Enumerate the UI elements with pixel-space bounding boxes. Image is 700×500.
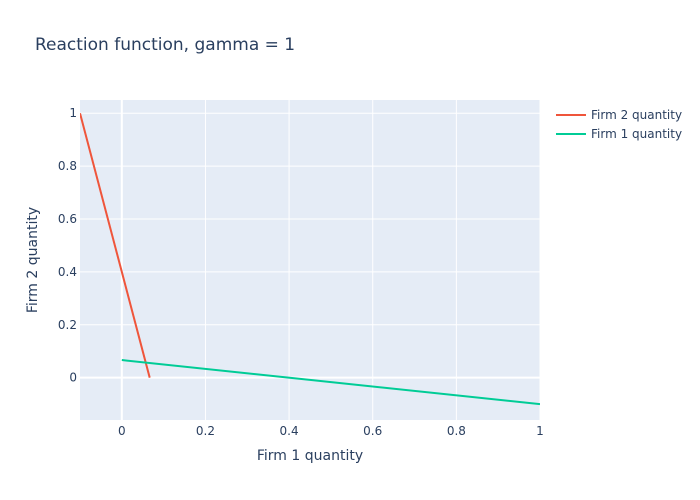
y-tick-label: 0.8	[58, 159, 77, 173]
legend-item-1[interactable]: Firm 2 quantity	[556, 108, 682, 122]
y-tick-label: 1	[69, 106, 77, 120]
plot-area	[80, 100, 540, 420]
x-tick-label: 1	[536, 424, 544, 438]
legend-label: Firm 1 quantity	[591, 127, 682, 141]
y-tick-label: 0.2	[58, 318, 77, 332]
legend[interactable]: Firm 2 quantity Firm 1 quantity	[556, 108, 682, 141]
x-tick-label: 0.4	[280, 424, 299, 438]
x-tick-label: 0.2	[196, 424, 215, 438]
grid-lines	[80, 100, 541, 420]
x-tick-label: 0.8	[447, 424, 466, 438]
legend-label: Firm 2 quantity	[591, 108, 682, 122]
zero-lines	[80, 100, 540, 420]
x-tick-label: 0.6	[363, 424, 382, 438]
tick-labels: 0 0.2 0.4 0.6 0.8 1 0 0.2 0.4 0.6 0.8 1	[58, 106, 544, 438]
y-tick-label: 0.4	[58, 265, 77, 279]
chart-title: Reaction function, gamma = 1	[35, 35, 295, 55]
legend-item-2[interactable]: Firm 1 quantity	[556, 127, 682, 141]
series-line-1	[80, 112, 151, 378]
y-axis-title: Firm 2 quantity	[25, 207, 41, 313]
y-tick-label: 0	[69, 371, 77, 385]
x-axis-title: Firm 1 quantity	[257, 448, 363, 464]
x-tick-label: 0	[118, 424, 126, 438]
series-lines	[80, 112, 540, 406]
y-tick-label: 0.6	[58, 212, 77, 226]
series-line-2	[121, 359, 540, 406]
